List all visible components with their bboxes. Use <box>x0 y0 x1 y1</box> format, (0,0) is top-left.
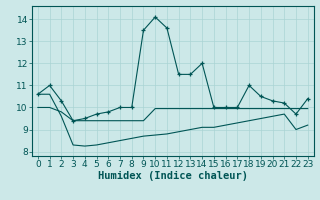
X-axis label: Humidex (Indice chaleur): Humidex (Indice chaleur) <box>98 171 248 181</box>
